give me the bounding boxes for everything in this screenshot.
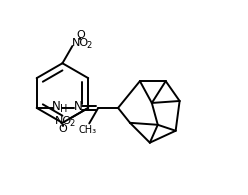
Text: N: N [74,100,83,113]
Text: NO: NO [55,116,72,126]
Text: CH₃: CH₃ [78,125,96,135]
Text: NO: NO [72,38,89,48]
Text: 2: 2 [86,41,92,50]
Text: H: H [61,104,68,114]
Text: N: N [52,100,61,113]
Text: O: O [59,124,67,134]
Text: O: O [76,30,85,40]
Text: 2: 2 [69,119,74,128]
